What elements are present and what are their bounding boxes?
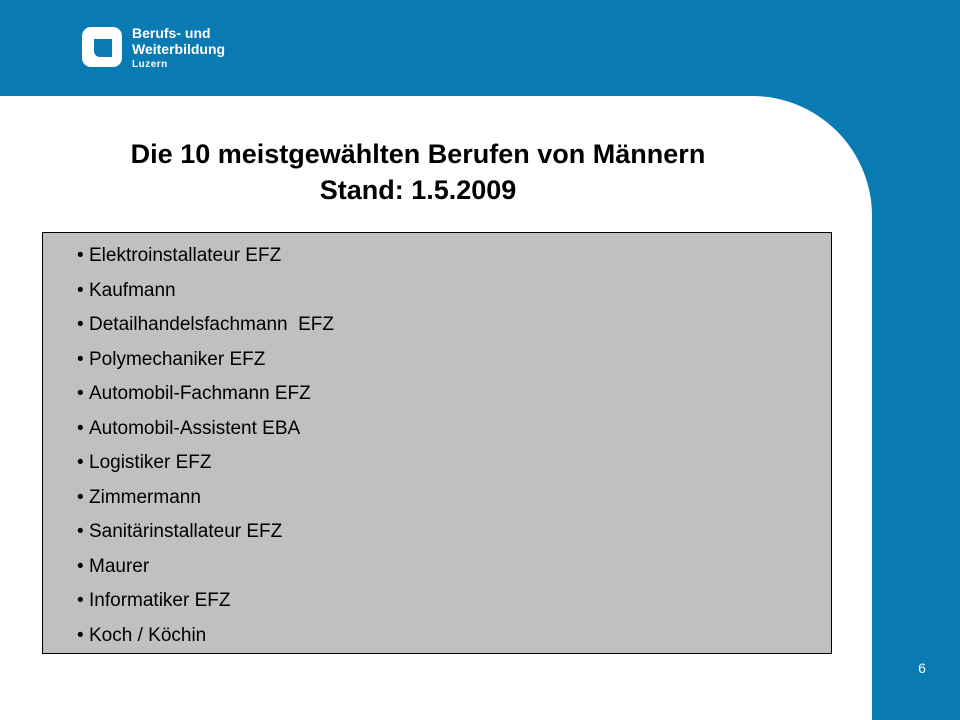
- list-item-text: Informatiker EFZ: [89, 590, 231, 612]
- list-item-text: Elektroinstallateur EFZ: [89, 245, 282, 267]
- list-item-text: Logistiker EFZ: [89, 452, 212, 474]
- list-item-text: Koch / Köchin: [89, 624, 207, 646]
- bwl-logo-icon: [82, 27, 122, 67]
- logo: Berufs- und Weiterbildung Luzern: [80, 25, 225, 73]
- list-item-text: Automobil-Fachmann EFZ: [89, 383, 311, 405]
- list-item-text: Sanitärinstallateur EFZ: [89, 521, 283, 543]
- title-line-1: Die 10 meistgewählten Berufen von Männer…: [130, 139, 706, 169]
- title-line-2: Stand: 1.5.2009: [319, 175, 517, 205]
- list-item: • Maurer: [77, 550, 334, 585]
- bullet: •: [77, 521, 84, 543]
- profession-list: • Elektroinstallateur EFZ • Kaufmann • Detail…: [77, 239, 334, 653]
- list-item-text: Detailhandelsfachmann EFZ: [89, 314, 335, 336]
- list-item: • Koch / Köchin: [77, 619, 334, 654]
- list-item: • Informatiker EFZ: [77, 584, 334, 619]
- bullet: •: [77, 314, 84, 336]
- list-item: • Polymechaniker EFZ: [77, 343, 334, 378]
- list-item: • Kaufmann: [77, 274, 334, 309]
- list-item-text: Automobil-Assistent EBA: [89, 417, 301, 439]
- list-item: • Logistiker EFZ: [77, 446, 334, 481]
- slide-title: Die 10 meistgewählten Berufen von Männer…: [0, 136, 836, 208]
- list-item: • Zimmermann: [77, 481, 334, 516]
- bullet: •: [77, 383, 84, 405]
- list-item: • Detailhandelsfachmann EFZ: [77, 308, 334, 343]
- list-item-text: Zimmermann: [89, 486, 201, 508]
- bullet: •: [77, 417, 84, 439]
- bullet: •: [77, 452, 84, 474]
- profession-list-box: • Elektroinstallateur EFZ • Kaufmann • Detail…: [42, 232, 832, 654]
- bullet: •: [77, 555, 84, 577]
- logo-line-2: Weiterbildung: [132, 41, 226, 57]
- list-item: • Sanitärinstallateur EFZ: [77, 515, 334, 550]
- bullet: •: [77, 245, 84, 267]
- list-item: • Elektroinstallateur EFZ: [77, 239, 334, 274]
- bullet: •: [77, 279, 84, 301]
- bullet: •: [77, 624, 84, 646]
- list-item: • Automobil-Fachmann EFZ: [77, 377, 334, 412]
- bullet: •: [77, 348, 84, 370]
- bullet: •: [77, 486, 84, 508]
- logo-line-1: Berufs- und: [132, 25, 211, 41]
- logo-text: Berufs- und Weiterbildung Luzern: [132, 25, 225, 73]
- list-item-text: Polymechaniker EFZ: [89, 348, 266, 370]
- list-item-text: Maurer: [89, 555, 150, 577]
- logo-line-3: Luzern: [132, 59, 168, 70]
- page-number: 6: [918, 660, 926, 676]
- bullet: •: [77, 590, 84, 612]
- list-item-text: Kaufmann: [89, 279, 176, 301]
- list-item: • Automobil-Assistent EBA: [77, 412, 334, 447]
